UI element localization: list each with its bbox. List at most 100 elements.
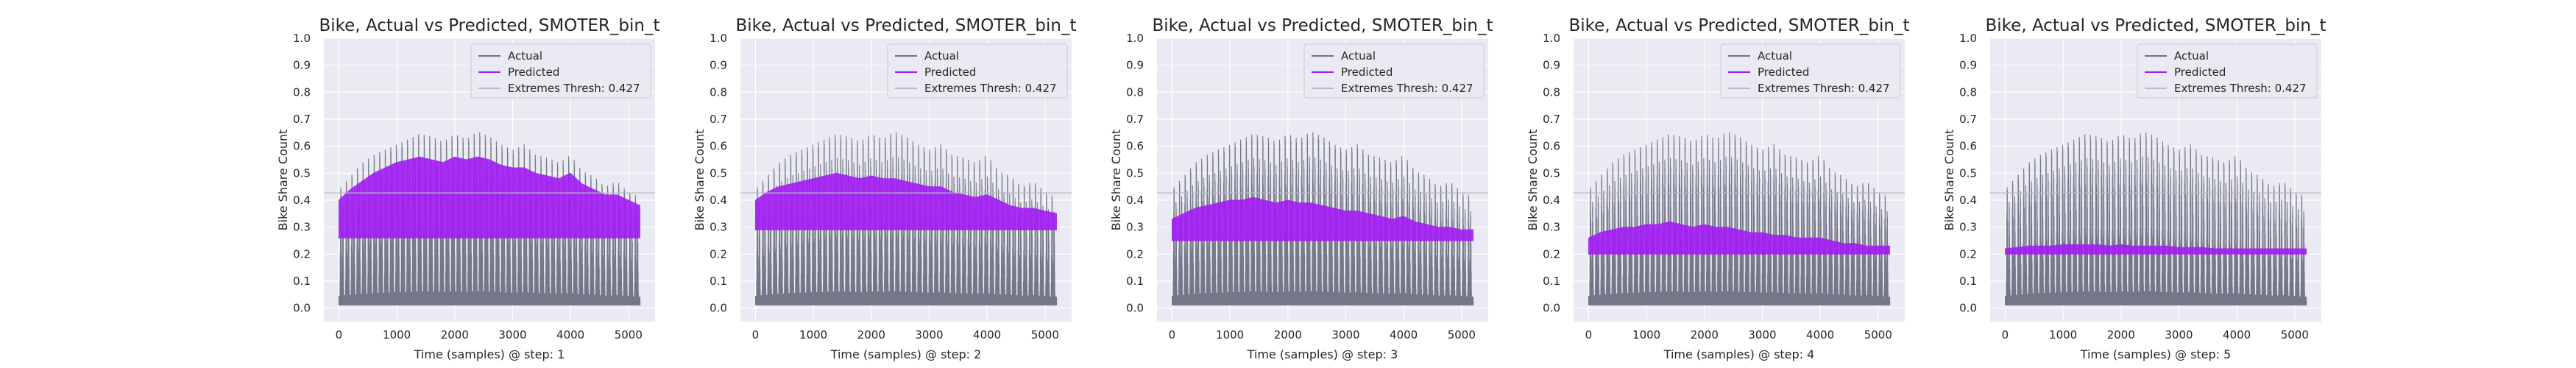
actual-series-line — [1588, 132, 1891, 306]
y-tick-label: 0.0 — [710, 302, 727, 315]
x-tick-label: 4000 — [973, 328, 1001, 342]
x-tick-label: 1000 — [799, 328, 827, 342]
y-tick-label: 0.8 — [293, 85, 311, 99]
x-tick-label: 0 — [1169, 328, 1176, 342]
y-tick-label: 0.2 — [293, 247, 311, 261]
x-tick-label: 0 — [2002, 328, 2009, 342]
y-tick-label: 0.8 — [710, 85, 727, 99]
chart-panel-2: 0.0 0.1 0.2 0.3 0.4 0.5 0.6 0.7 0.8 0.9 1.0 0 1000 20… — [693, 16, 1077, 361]
legend-item-actual-label: Actual — [508, 49, 542, 63]
y-axis-label: Bike Share Count — [1526, 130, 1540, 231]
y-tick-label: 0.3 — [1959, 221, 1977, 234]
legend-item-threshold-label: Extremes Thresh: 0.427 — [1341, 82, 1473, 95]
x-tick-label: 5000 — [1031, 328, 1059, 342]
y-tick-label: 1.0 — [1543, 32, 1560, 45]
y-tick-label: 0.8 — [1959, 85, 1977, 99]
legend-item-predicted-label: Predicted — [1341, 66, 1393, 79]
legend-item-predicted-label: Predicted — [1758, 66, 1809, 79]
predicted-series-band — [754, 172, 1057, 231]
legend-box — [1720, 43, 1901, 99]
x-axis-label: Time (samples) @ step: 4 — [1663, 347, 1815, 361]
y-tick-label: 0.4 — [293, 194, 311, 207]
y-tick-label: 0.7 — [1126, 113, 1144, 126]
y-tick-label: 0.3 — [1543, 221, 1560, 234]
y-tick-label: 0.5 — [293, 166, 311, 180]
y-tick-label: 0.0 — [1543, 302, 1560, 315]
x-axis-label: Time (samples) @ step: 2 — [830, 347, 982, 361]
x-axis-label: Time (samples) @ step: 1 — [414, 347, 565, 361]
x-tick-label: 5000 — [2281, 328, 2309, 342]
y-tick-label: 0.6 — [1543, 140, 1560, 153]
legend-item-threshold-label: Extremes Thresh: 0.427 — [1758, 82, 1890, 95]
legend-item-threshold-label: Extremes Thresh: 0.427 — [924, 82, 1057, 95]
y-tick-label: 1.0 — [293, 32, 311, 45]
x-tick-label: 2000 — [1691, 328, 1719, 342]
chart-panel-5: 0.0 0.1 0.2 0.3 0.4 0.5 0.6 0.7 0.8 0.9 1.0 0 1000 20… — [1942, 16, 2326, 361]
y-tick-label: 0.2 — [1543, 247, 1560, 261]
y-tick-label: 0.5 — [1959, 166, 1977, 180]
x-tick-label: 5000 — [1864, 328, 1892, 342]
y-tick-label: 0.6 — [710, 140, 727, 153]
y-tick-label: 0.9 — [293, 59, 311, 72]
x-tick-label: 2000 — [857, 328, 885, 342]
y-tick-label: 0.6 — [1126, 140, 1144, 153]
y-tick-label: 0.1 — [1126, 275, 1144, 288]
x-tick-label: 1000 — [2049, 328, 2077, 342]
y-tick-label: 0.7 — [293, 113, 311, 126]
x-tick-label: 3000 — [2165, 328, 2193, 342]
y-tick-label: 0.2 — [1126, 247, 1144, 261]
legend-item-actual-label: Actual — [1341, 49, 1376, 63]
predicted-series-band — [338, 156, 640, 239]
y-tick-label: 0.1 — [1543, 275, 1560, 288]
x-tick-label: 2000 — [1274, 328, 1302, 342]
legend-item-predicted-label: Predicted — [2174, 66, 2226, 79]
predicted-series-band — [2004, 244, 2307, 255]
predicted-series-band — [1588, 221, 1890, 255]
y-tick-label: 0.9 — [1543, 59, 1560, 72]
x-axis-label: Time (samples) @ step: 3 — [1247, 347, 1398, 361]
x-tick-label: 3000 — [1748, 328, 1776, 342]
legend-box — [2137, 43, 2318, 99]
y-tick-label: 0.3 — [1126, 221, 1144, 234]
x-tick-label: 2000 — [441, 328, 469, 342]
chart-title: Bike, Actual vs Predicted, SMOTER_bin_t — [1153, 16, 1493, 35]
chart-title: Bike, Actual vs Predicted, SMOTER_bin_t — [1986, 16, 2326, 35]
y-tick-label: 1.0 — [710, 32, 727, 45]
chart-title: Bike, Actual vs Predicted, SMOTER_bin_t — [736, 16, 1077, 35]
y-tick-label: 1.0 — [1126, 32, 1144, 45]
chart-panel-1: 0.0 0.1 0.2 0.3 0.4 0.5 0.6 0.7 0.8 0.9 1.0 0 1000 20… — [276, 16, 660, 361]
actual-series-line — [338, 132, 641, 306]
y-tick-label: 0.5 — [1126, 166, 1144, 180]
x-tick-label: 2000 — [2107, 328, 2135, 342]
y-tick-label: 0.1 — [710, 275, 727, 288]
x-tick-label: 1000 — [383, 328, 411, 342]
x-axis-label: Time (samples) @ step: 5 — [2080, 347, 2232, 361]
y-tick-label: 0.4 — [1959, 194, 1977, 207]
actual-series-line — [2004, 132, 2307, 306]
x-tick-label: 3000 — [498, 328, 526, 342]
legend-box — [470, 43, 651, 99]
x-tick-label: 4000 — [1806, 328, 1834, 342]
legend-box — [1303, 43, 1485, 99]
legend-item-predicted-label: Predicted — [508, 66, 559, 79]
y-tick-label: 0.6 — [293, 140, 311, 153]
x-tick-label: 1000 — [1632, 328, 1660, 342]
chart-panel-4: 0.0 0.1 0.2 0.3 0.4 0.5 0.6 0.7 0.8 0.9 1.0 0 1000 20… — [1526, 16, 1910, 361]
legend-item-actual-label: Actual — [2174, 49, 2209, 63]
legend-item-actual-label: Actual — [924, 49, 959, 63]
y-axis-label: Bike Share Count — [693, 130, 707, 231]
predicted-series-band — [1171, 197, 1473, 241]
y-tick-label: 0.7 — [1959, 113, 1977, 126]
legend-item-predicted-label: Predicted — [924, 66, 976, 79]
x-tick-label: 4000 — [2223, 328, 2251, 342]
x-tick-label: 4000 — [556, 328, 584, 342]
actual-series-line — [754, 132, 1058, 306]
y-tick-label: 0.9 — [710, 59, 727, 72]
y-tick-label: 0.4 — [710, 194, 727, 207]
y-tick-label: 0.3 — [710, 221, 727, 234]
y-tick-label: 0.2 — [710, 247, 727, 261]
legend-item-actual-label: Actual — [1758, 49, 1792, 63]
x-tick-label: 0 — [1585, 328, 1593, 342]
y-tick-label: 0.4 — [1543, 194, 1560, 207]
